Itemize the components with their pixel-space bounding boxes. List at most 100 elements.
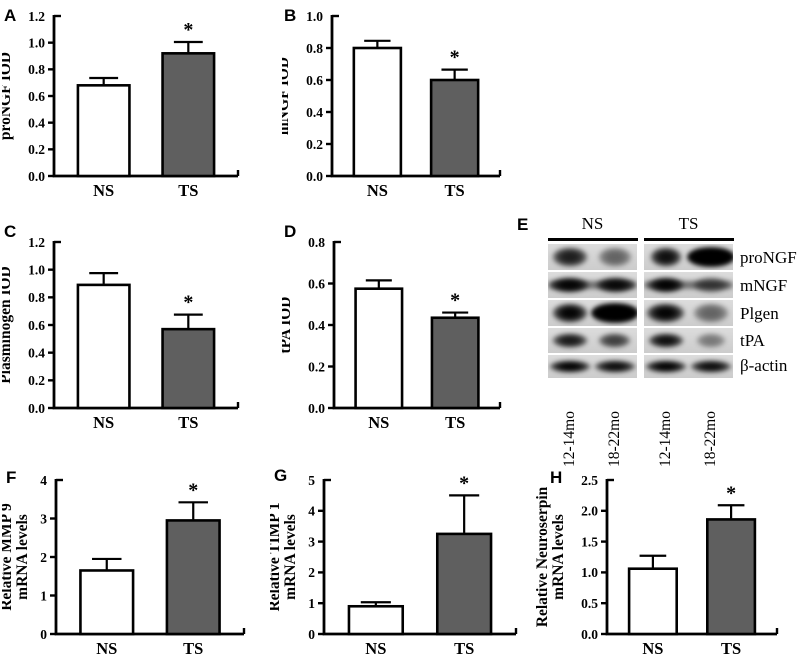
- blot-band: [692, 277, 730, 293]
- blot-band: [590, 302, 637, 324]
- svg-text:TS: TS: [721, 639, 741, 658]
- blot-strip: [548, 300, 637, 326]
- blot-band: [647, 277, 685, 293]
- panel-e-western-blot: E NS TS proNGF mNGF Plgen tPA β-actin 12…: [515, 213, 800, 513]
- blot-band: [689, 359, 733, 374]
- blot-row-label: proNGF: [740, 248, 797, 267]
- blot-lane-label: 18-22mo: [606, 411, 623, 467]
- panel-g-chart: 0 1 2 3 4 5 NS * TS Relative TIMP 1mRNA levels: [270, 472, 518, 658]
- svg-text:0.4: 0.4: [308, 318, 325, 333]
- blot-band: [551, 246, 589, 268]
- svg-text:0.2: 0.2: [306, 137, 323, 152]
- svg-text:3: 3: [308, 534, 315, 549]
- blot-lane-label: 18-22mo: [702, 411, 719, 467]
- svg-text:2.5: 2.5: [581, 473, 598, 488]
- blot-group-header-ts: TS: [678, 214, 699, 233]
- blot-row-label: Plgen: [740, 304, 779, 323]
- svg-text:Relative TIMP 1: Relative TIMP 1: [270, 502, 283, 611]
- svg-text:1.2: 1.2: [28, 235, 45, 250]
- svg-text:TS: TS: [183, 639, 203, 658]
- blot-band: [686, 246, 733, 268]
- svg-text:0.2: 0.2: [28, 373, 45, 388]
- svg-text:TS: TS: [445, 181, 465, 200]
- panel-f-letter: F: [6, 468, 17, 487]
- svg-text:0.0: 0.0: [581, 627, 598, 642]
- svg-text:2: 2: [308, 565, 315, 580]
- svg-text:NS: NS: [368, 413, 389, 432]
- svg-text:1.0: 1.0: [28, 35, 45, 50]
- blot-band: [692, 302, 730, 324]
- svg-text:*: *: [183, 292, 193, 314]
- blot-strip: [644, 272, 733, 298]
- svg-text:TS: TS: [178, 413, 198, 432]
- svg-text:0.0: 0.0: [306, 169, 323, 184]
- panel-a-letter: A: [4, 6, 17, 25]
- blot-group-header-ns: NS: [581, 214, 604, 233]
- svg-text:proNGF IOD: proNGF IOD: [2, 52, 14, 140]
- panel-c-letter: C: [4, 222, 17, 241]
- blot-band: [647, 333, 685, 348]
- svg-text:0.6: 0.6: [28, 318, 45, 333]
- panel-d-letter: D: [284, 222, 297, 241]
- svg-text:tPA IOD: tPA IOD: [282, 297, 294, 354]
- svg-text:0.2: 0.2: [308, 359, 325, 374]
- svg-text:4: 4: [308, 504, 315, 519]
- panel-b: B 0.0 0.2 0.4 0.6 0.8 1.0 NS * TS mNGF IOD: [282, 2, 520, 202]
- blot-band: [548, 359, 592, 374]
- svg-text:*: *: [183, 19, 193, 41]
- svg-text:0.4: 0.4: [28, 115, 45, 130]
- svg-text:*: *: [459, 472, 469, 494]
- blot-band: [550, 277, 590, 293]
- svg-text:NS: NS: [93, 413, 114, 432]
- svg-text:2.0: 2.0: [581, 504, 598, 519]
- blot-band: [646, 302, 686, 324]
- svg-text:0.8: 0.8: [306, 41, 323, 56]
- blot-band: [597, 246, 633, 268]
- svg-text:NS: NS: [96, 639, 117, 658]
- svg-text:TS: TS: [454, 639, 474, 658]
- panel-c: C 0.0 0.2 0.4 0.6 0.8 1.0 1.2 NS * TS Plasminogen …: [2, 222, 258, 440]
- svg-text:0.8: 0.8: [28, 62, 45, 77]
- svg-text:mNGF IOD: mNGF IOD: [282, 57, 292, 135]
- blot-band: [551, 302, 589, 324]
- panel-d: D 0.0 0.2 0.4 0.6 0.8 NS * TS tPA IOD: [282, 222, 520, 440]
- svg-text:0.0: 0.0: [28, 401, 45, 416]
- svg-text:1: 1: [308, 596, 315, 611]
- svg-text:NS: NS: [93, 181, 114, 200]
- svg-text:*: *: [450, 290, 460, 312]
- svg-text:0.0: 0.0: [28, 169, 45, 184]
- svg-text:1.0: 1.0: [581, 565, 598, 580]
- panel-a-chart: 0.0 0.2 0.4 0.6 0.8 1.0 1.2 NS * TS proNGF IOD: [2, 9, 240, 200]
- svg-text:mRNA levels: mRNA levels: [282, 514, 299, 600]
- svg-text:0.8: 0.8: [28, 290, 45, 305]
- panel-g-letter: G: [274, 466, 288, 485]
- svg-text:1.5: 1.5: [581, 534, 598, 549]
- svg-text:1.0: 1.0: [28, 262, 45, 277]
- svg-text:*: *: [450, 47, 460, 69]
- svg-text:1.2: 1.2: [28, 9, 45, 24]
- blot-band: [644, 359, 688, 374]
- svg-text:5: 5: [308, 473, 315, 488]
- blot-band: [593, 359, 637, 374]
- svg-text:0.6: 0.6: [306, 73, 323, 88]
- svg-text:0.4: 0.4: [306, 105, 323, 120]
- svg-text:NS: NS: [642, 639, 663, 658]
- svg-text:TS: TS: [178, 181, 198, 200]
- svg-text:0.4: 0.4: [28, 345, 45, 360]
- svg-text:NS: NS: [367, 181, 388, 200]
- svg-text:Relative Neuroserpin: Relative Neuroserpin: [534, 486, 551, 627]
- blot-band: [551, 333, 589, 348]
- svg-text:Relative MMP 9: Relative MMP 9: [2, 503, 15, 611]
- svg-text:0: 0: [40, 627, 47, 642]
- blot-group-underline: [644, 238, 734, 241]
- panel-h: H 0.0 0.5 1.0 1.5 2.0 2.5 NS * TS Relative Neuros…: [533, 460, 797, 666]
- panel-c-chart: 0.0 0.2 0.4 0.6 0.8 1.0 1.2 NS * TS Plasminogen IO…: [2, 235, 240, 432]
- blot-band: [649, 246, 683, 268]
- blot-lane-label: 12-14mo: [657, 411, 674, 467]
- blot-strip: [644, 355, 733, 378]
- blot-strip: [548, 272, 637, 298]
- panel-h-letter: H: [550, 468, 563, 487]
- blot-row-label: tPA: [740, 331, 765, 350]
- svg-text:NS: NS: [365, 639, 386, 658]
